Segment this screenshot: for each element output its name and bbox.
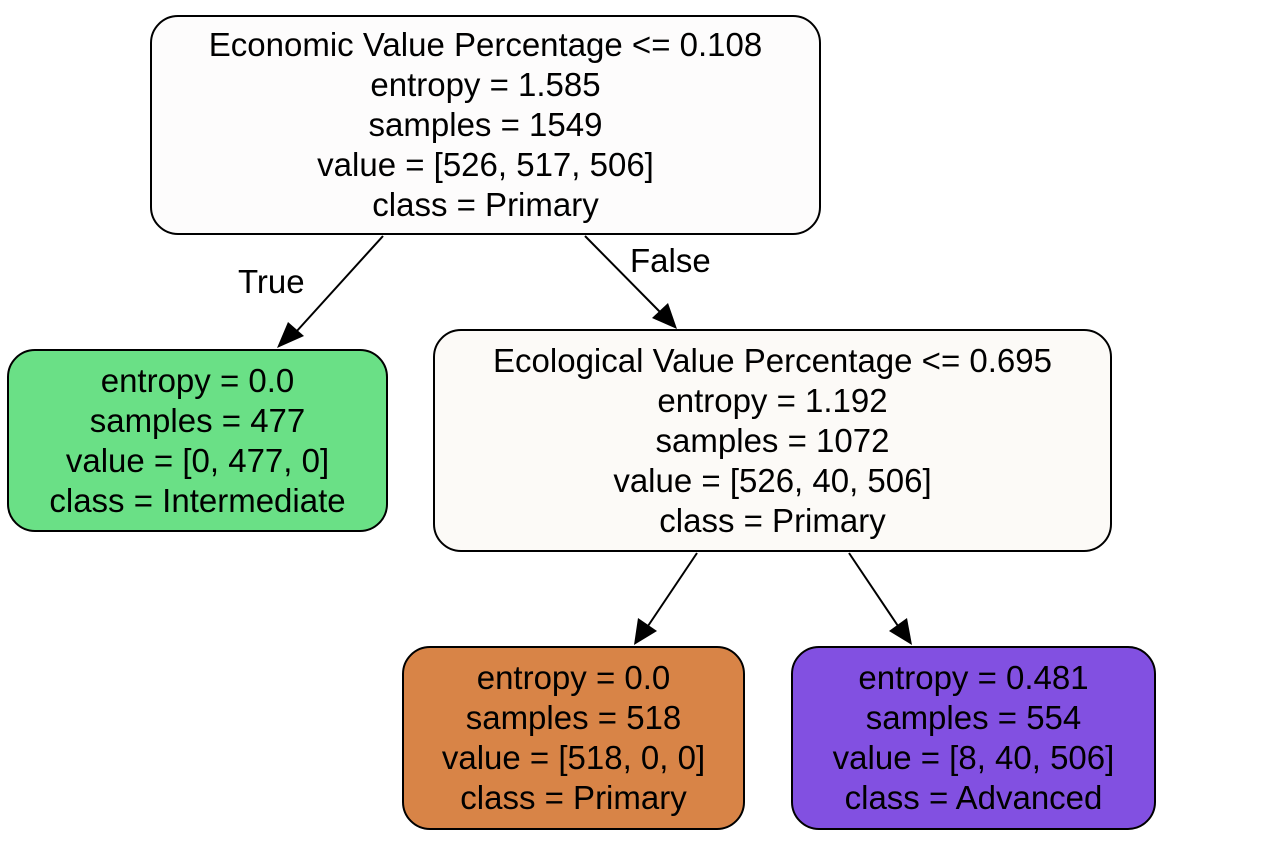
class-text: class = Primary xyxy=(659,501,886,539)
edge-root-to-left xyxy=(277,235,384,348)
samples-text: samples = 1549 xyxy=(368,106,603,143)
entropy-text: entropy = 0.0 xyxy=(100,361,295,399)
edge-right-to-primary xyxy=(634,552,698,645)
value-text: value = [526, 517, 506] xyxy=(317,146,654,183)
edge-label-false: False xyxy=(630,242,711,279)
samples-text: samples = 477 xyxy=(89,401,306,439)
value-text: value = [0, 477, 0] xyxy=(65,441,330,479)
value-text: value = [526, 40, 506] xyxy=(613,461,932,499)
split-condition: Economic Value Percentage <= 0.108 xyxy=(208,26,763,63)
samples-text: samples = 518 xyxy=(465,699,682,736)
primary-leaf-node: entropy = 0.0 samples = 518 value = [518… xyxy=(402,646,745,830)
entropy-text: entropy = 1.585 xyxy=(370,66,601,103)
advanced-leaf-node: entropy = 0.481 samples = 554 value = [8… xyxy=(791,646,1156,830)
entropy-text: entropy = 0.481 xyxy=(858,659,1089,696)
ecological-split-node: Ecological Value Percentage <= 0.695 ent… xyxy=(433,329,1112,552)
value-text: value = [8, 40, 506] xyxy=(832,739,1115,776)
class-text: class = Advanced xyxy=(844,779,1103,816)
entropy-text: entropy = 1.192 xyxy=(657,381,888,419)
intermediate-leaf-node: entropy = 0.0 samples = 477 value = [0, … xyxy=(7,349,388,532)
class-text: class = Primary xyxy=(460,779,687,816)
samples-text: samples = 554 xyxy=(865,699,1082,736)
edge-root-to-right xyxy=(584,235,677,329)
entropy-text: entropy = 0.0 xyxy=(476,659,671,696)
root-node: Economic Value Percentage <= 0.108 entro… xyxy=(150,15,821,235)
value-text: value = [518, 0, 0] xyxy=(441,739,706,776)
samples-text: samples = 1072 xyxy=(655,421,890,459)
edge-right-to-advanced xyxy=(848,552,912,645)
class-text: class = Primary xyxy=(372,186,599,223)
split-condition: Ecological Value Percentage <= 0.695 xyxy=(493,341,1052,379)
class-text: class = Intermediate xyxy=(49,481,346,519)
edge-label-true: True xyxy=(238,263,305,300)
